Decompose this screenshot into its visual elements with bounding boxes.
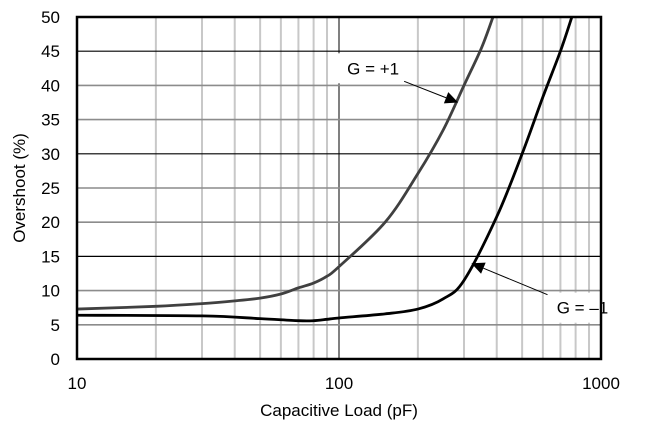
y-tick-label: 10 — [41, 282, 60, 301]
annotation-g-minus-1: G = –1 — [471, 262, 618, 323]
annotations: G = +1 G = –1 — [338, 53, 618, 323]
annotation-label-box — [547, 292, 618, 323]
annotation-label: G = +1 — [347, 59, 399, 78]
y-axis-title: Overshoot (%) — [10, 133, 29, 243]
x-tick-label: 10 — [68, 374, 87, 393]
arrow-head-icon — [443, 92, 459, 104]
y-tick-label: 30 — [41, 145, 60, 164]
y-tick-label: 45 — [41, 42, 60, 61]
x-tick-label: 1000 — [582, 374, 620, 393]
annotation-g-plus-1: G = +1 — [338, 53, 459, 104]
x-tick-label: 100 — [325, 374, 353, 393]
arrow-head-icon — [471, 262, 486, 274]
y-tick-label: 5 — [51, 316, 60, 335]
x-axis-title: Capacitive Load (pF) — [260, 401, 418, 420]
y-tick-label: 0 — [51, 350, 60, 369]
x-axis-tick-labels: 10 100 1000 — [68, 374, 620, 393]
annotation-label: G = –1 — [557, 299, 609, 318]
series-g-plus-1-curve — [77, 17, 495, 311]
plot-frame — [75, 15, 603, 361]
y-tick-label: 50 — [41, 8, 60, 27]
y-axis-tick-labels: 0 5 10 15 20 25 30 35 40 45 50 — [41, 8, 60, 369]
y-tick-label: 40 — [41, 76, 60, 95]
arrow-line — [403, 80, 447, 99]
arrow-line — [483, 267, 548, 296]
y-tick-label: 15 — [41, 247, 60, 266]
y-tick-label: 25 — [41, 179, 60, 198]
annotation-label-box — [338, 53, 409, 84]
y-tick-label: 35 — [41, 111, 60, 130]
data-series — [77, 17, 574, 323]
y-tick-label: 20 — [41, 213, 60, 232]
series-g-minus-1-curve — [77, 17, 574, 323]
